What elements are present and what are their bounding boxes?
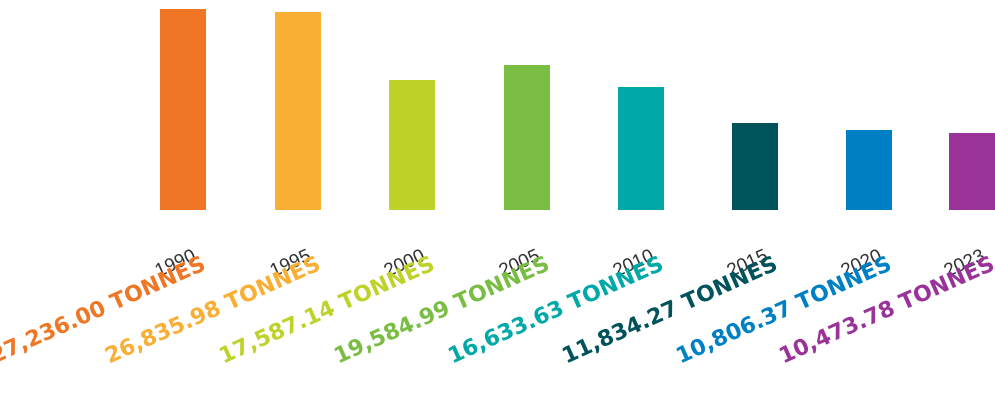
bar-2015	[732, 123, 778, 210]
bars-group	[160, 9, 995, 210]
bar-1990	[160, 9, 206, 210]
bar-2010	[618, 87, 664, 210]
bar-2020	[846, 130, 892, 210]
value-label-2000: 17,587.14 TONNES	[215, 252, 438, 370]
value-label-2015: 11,834.27 TONNES	[558, 252, 781, 370]
value-label-1995: 26,835.98 TONNES	[101, 252, 324, 370]
value-label-2010: 16,633.63 TONNES	[444, 252, 667, 370]
bar-2023	[949, 133, 995, 210]
bar-1995	[275, 12, 321, 210]
bar-2005	[504, 65, 550, 210]
value-label-2005: 19,584.99 TONNES	[330, 252, 553, 370]
bar-2000	[389, 80, 435, 210]
